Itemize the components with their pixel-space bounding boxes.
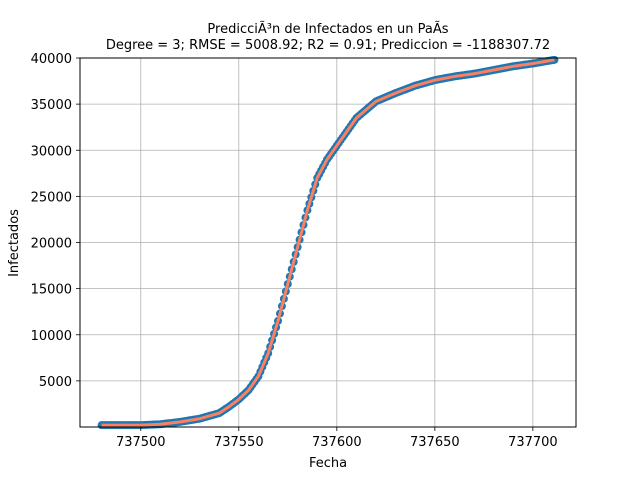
x-tick-label: 737650 [410, 435, 460, 450]
x-axis-ticks: 737500 737550 737600 737650 737700 [116, 427, 558, 450]
fit-line [101, 58, 555, 427]
y-tick-label: 25000 [31, 190, 72, 205]
y-tick-label: 35000 [31, 98, 72, 113]
fit-series [101, 58, 555, 427]
x-tick-label: 737500 [116, 435, 166, 450]
x-tick-label: 737700 [508, 435, 558, 450]
y-tick-label: 20000 [31, 237, 72, 252]
y-tick-label: 30000 [31, 144, 72, 159]
x-axis-label: Fecha [309, 456, 347, 471]
x-tick-label: 737600 [312, 435, 362, 450]
y-axis-label: Infectados [7, 209, 22, 277]
y-tick-label: 40000 [31, 52, 72, 67]
y-tick-label: 10000 [31, 329, 72, 344]
y-tick-label: 15000 [31, 283, 72, 298]
chart-subtitle: Degree = 3; RMSE = 5008.92; R2 = 0.91; P… [106, 38, 550, 53]
x-tick-label: 737550 [214, 435, 264, 450]
chart-title: PredicciÃ³n de Infectados en un PaÃ­s [207, 21, 448, 37]
y-axis-ticks: 5000 10000 15000 20000 25000 30000 35000 40000 [31, 52, 80, 390]
y-tick-label: 5000 [39, 375, 72, 390]
